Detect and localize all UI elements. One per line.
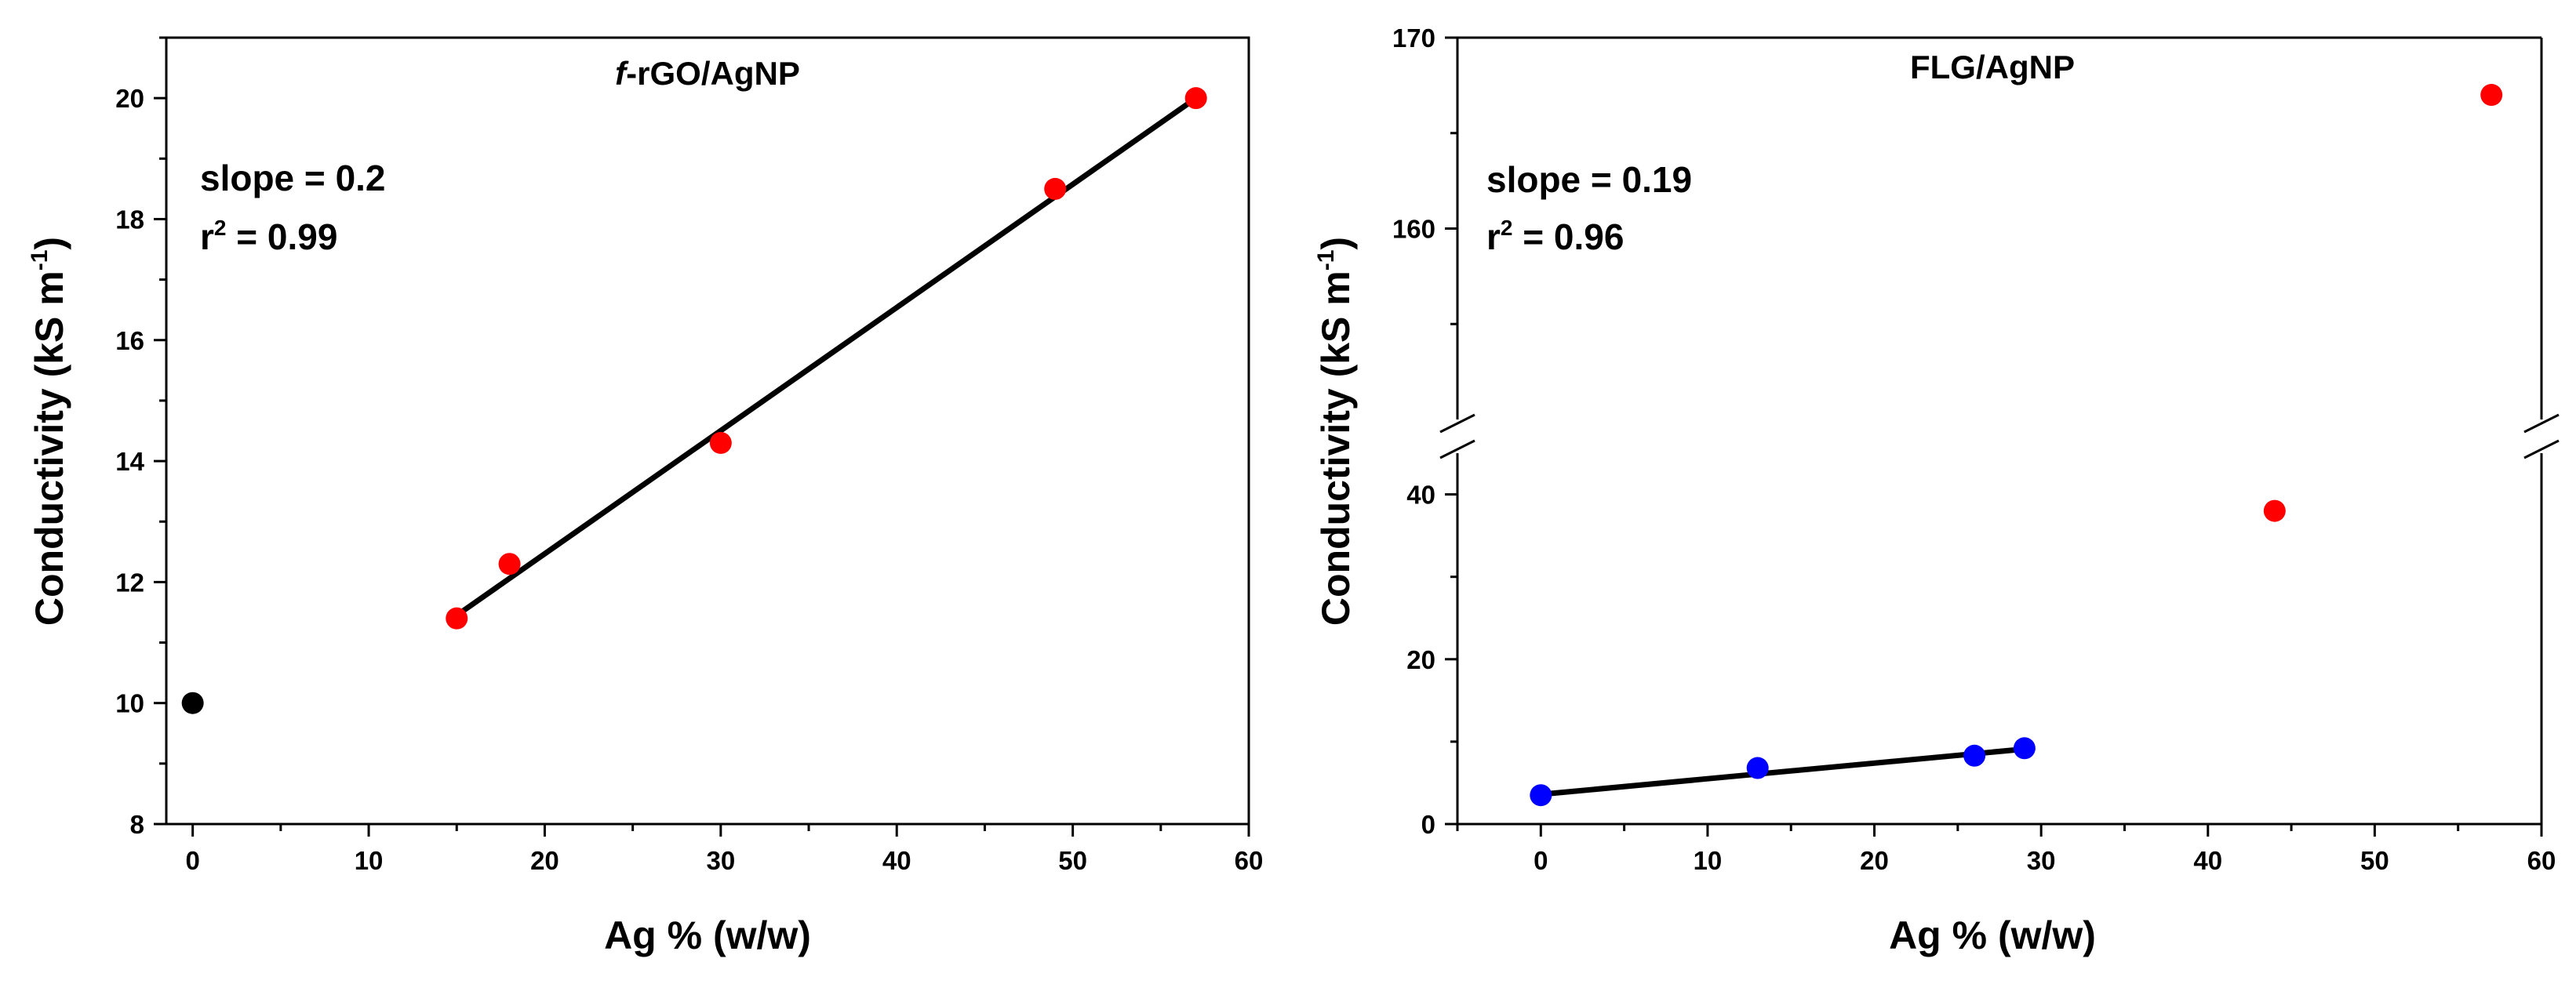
- plot-frame-right: [1439, 36, 2560, 826]
- x-tick-label: 60: [2527, 846, 2556, 875]
- y-tick-label: 12: [115, 568, 144, 597]
- x-tick-label: 20: [1860, 846, 1889, 875]
- x-tick-label: 50: [1058, 846, 1087, 875]
- linear-fit-line: [455, 96, 1198, 618]
- x-axis-label-right: Ag % (w/w): [1889, 913, 2096, 957]
- y-tick-label: 16: [115, 326, 144, 355]
- y-axis-label-left: Conductivity (kS m-1): [27, 237, 71, 626]
- slope-annotation-left: slope = 0.2: [200, 158, 386, 198]
- r2-annotation-left: r2 = 0.99: [200, 216, 337, 257]
- data-point: [1184, 87, 1207, 110]
- axis-break-mark: [1439, 439, 1475, 459]
- linear-fit-line: [1540, 746, 2025, 797]
- y-axis-ticks-left: 8 10 12 14 16 18 20: [115, 36, 166, 839]
- y-tick-label: 10: [115, 689, 144, 718]
- data-point: [709, 431, 732, 454]
- x-axis-ticks-right: 0 10 20 30 40 50 60: [1456, 824, 2556, 875]
- axis-break-mark: [2523, 439, 2560, 459]
- x-tick-label: 30: [706, 846, 735, 875]
- panel-left: 0 10 20 30 40 50 60 8 10 12 14 16 18 20 f-rGO/AgNP s…: [27, 36, 1263, 957]
- y-tick-label: 20: [1406, 645, 1435, 674]
- chart-title-left: f-rGO/AgNP: [615, 55, 800, 92]
- data-points-left: [181, 87, 1207, 714]
- x-axis-ticks-left: 0 10 20 30 40 50 60: [185, 824, 1263, 875]
- axis-break-mark: [2523, 413, 2560, 434]
- fit-line-left: [455, 96, 1198, 618]
- slope-annotation-right: slope = 0.19: [1486, 159, 1692, 200]
- y-tick-label: 8: [130, 810, 144, 839]
- chart-title-right: FLG/AgNP: [1910, 49, 2075, 85]
- y-axis-ticks-right: 0 20 40 160 170: [1392, 24, 1457, 839]
- y-tick-label: 170: [1392, 24, 1435, 53]
- data-point: [1044, 177, 1067, 200]
- x-tick-label: 40: [882, 846, 911, 875]
- x-tick-label: 0: [1534, 846, 1548, 875]
- x-axis-label-left: Ag % (w/w): [604, 913, 811, 957]
- data-point: [1963, 744, 1986, 767]
- x-tick-label: 10: [1694, 846, 1723, 875]
- plot-frame-left: [165, 36, 1250, 826]
- x-tick-label: 10: [355, 846, 384, 875]
- y-tick-label: 160: [1392, 215, 1435, 244]
- y-tick-label: 0: [1421, 810, 1435, 839]
- y-tick-label: 40: [1406, 481, 1435, 510]
- x-tick-label: 40: [2193, 846, 2222, 875]
- x-tick-label: 50: [2360, 846, 2389, 875]
- axis-break-mark: [1439, 413, 1475, 434]
- y-tick-label: 18: [115, 205, 144, 234]
- x-tick-label: 30: [2027, 846, 2056, 875]
- fit-line-right: [1540, 746, 2025, 797]
- data-point: [2480, 84, 2503, 107]
- x-tick-label: 60: [1235, 846, 1264, 875]
- data-point: [2263, 499, 2286, 522]
- x-tick-label: 0: [185, 846, 199, 875]
- data-point: [1530, 784, 1552, 807]
- data-point: [498, 553, 521, 576]
- y-tick-label: 14: [115, 447, 144, 476]
- data-point: [2013, 737, 2036, 760]
- data-point: [446, 607, 468, 630]
- x-tick-label: 20: [530, 846, 559, 875]
- panel-right: 0 10 20 30 40 50 60 0 20 40 160 170 FLG/AgNP slope…: [1313, 24, 2560, 957]
- data-point: [1746, 757, 1769, 779]
- r2-annotation-right: r2 = 0.96: [1486, 216, 1624, 257]
- data-points-right: [1530, 84, 2503, 807]
- y-axis-label-right: Conductivity (kS m-1): [1313, 237, 1358, 626]
- data-point: [181, 692, 204, 714]
- y-tick-label: 20: [115, 84, 144, 113]
